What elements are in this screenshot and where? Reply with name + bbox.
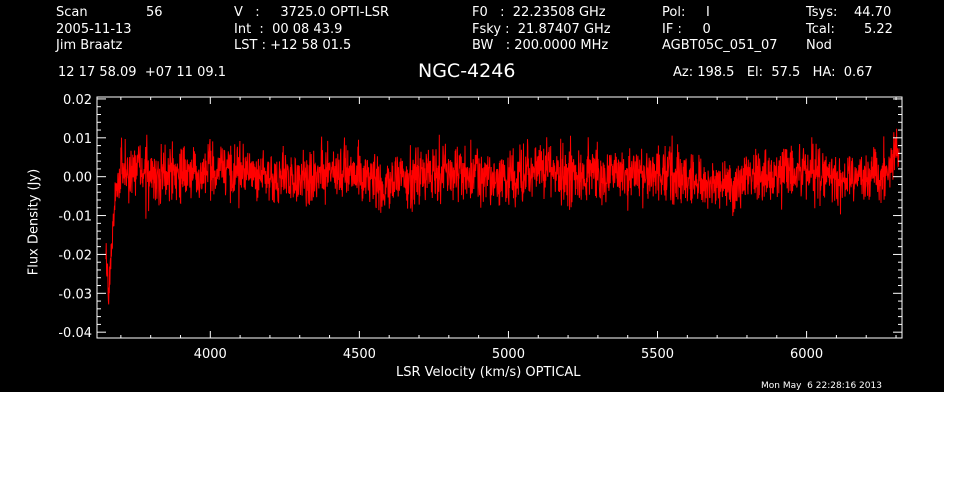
observing-mode: Nod (806, 38, 832, 53)
x-tick-label: 5000 (492, 347, 525, 362)
x-axis-label: LSR Velocity (km/s) OPTICAL (396, 365, 581, 380)
bandwidth: BW : 200.0000 MHz (472, 38, 609, 53)
ra-dec-coordinates: 12 17 58.09 +07 11 09.1 (58, 65, 227, 80)
project-id: AGBT05C_051_07 (662, 38, 778, 53)
plot-panel: Scan 56 2005-11-13 Jim Braatz V : 3725.0… (0, 0, 944, 392)
source-name: NGC-4246 (418, 60, 516, 82)
lst-readout: LST : +12 58 01.5 (234, 38, 352, 53)
y-tick-label: -0.03 (58, 287, 92, 302)
plot-frame (96, 96, 903, 339)
timestamp: Mon May 6 22:28:16 2013 (761, 381, 882, 391)
spectrum-trace (105, 128, 900, 305)
scan-value: 56 (146, 5, 163, 20)
observer-name: Jim Braatz (56, 38, 123, 53)
x-tick-label: 6000 (790, 347, 823, 362)
velocity-readout: V : 3725.0 OPTI-LSR (234, 5, 390, 20)
scan-label: Scan (56, 5, 88, 20)
y-tick-label: 0.00 (63, 171, 92, 186)
tcal-value: 5.22 (864, 22, 893, 37)
y-tick-label: 0.01 (63, 132, 92, 147)
y-tick-label: -0.01 (58, 210, 92, 225)
tcal-label: Tcal: (806, 22, 835, 37)
y-tick-label: -0.02 (58, 248, 92, 263)
x-tick-label: 4000 (194, 347, 227, 362)
if-number: IF : 0 (662, 22, 711, 37)
x-tick-label: 4500 (343, 347, 376, 362)
polarization: Pol: I (662, 5, 710, 20)
x-tick-label: 5500 (641, 347, 674, 362)
tsys-value: 44.70 (854, 5, 892, 20)
sky-frequency: Fsky : 21.87407 GHz (472, 22, 611, 37)
spectrum-plot: 4000 4500 5000 5500 6000 0.02 0.01 0.00 -0.01 -0.… (58, 93, 903, 362)
tsys-label: Tsys: (806, 5, 838, 20)
y-tick-label: -0.04 (58, 326, 92, 341)
rest-frequency: F0 : 22.23508 GHz (472, 5, 606, 20)
az-el-ha: Az: 198.5 El: 57.5 HA: 0.67 (673, 65, 873, 80)
observation-date: 2005-11-13 (56, 22, 132, 37)
y-tick-label: 0.02 (63, 93, 92, 108)
integration-time: Int : 00 08 43.9 (234, 22, 343, 37)
